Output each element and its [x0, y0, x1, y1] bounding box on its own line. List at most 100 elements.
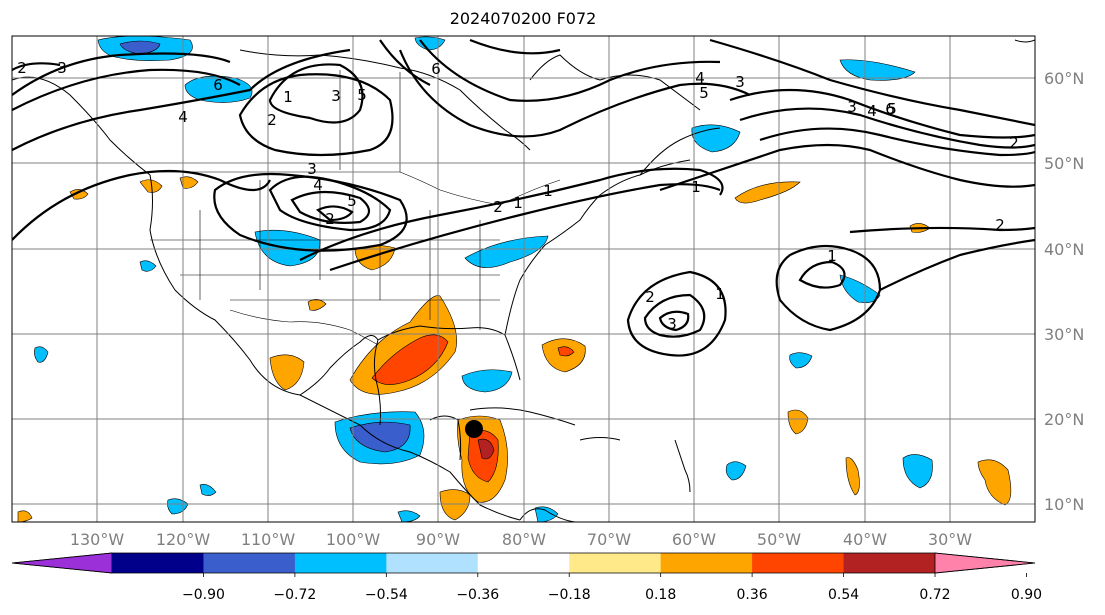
colorbar-tick-label: 0.36 — [737, 587, 768, 603]
anomaly-cool-region — [461, 369, 513, 393]
map-border — [11, 35, 1036, 523]
latitude-label: 60°N — [1044, 69, 1084, 88]
colorbar-tick-label: −0.54 — [365, 587, 408, 603]
anomaly-warm-region — [439, 489, 471, 521]
political-borders — [150, 70, 561, 346]
contour-label: 1 — [513, 194, 523, 212]
longitude-label: 130°W — [70, 530, 125, 549]
anomaly-warm-region — [139, 179, 163, 193]
colorbar-swatch — [386, 553, 479, 573]
latitude-label: 10°N — [1044, 495, 1084, 514]
colorbar-tick-label: 0.90 — [1011, 587, 1042, 603]
contour-label: 1 — [543, 182, 553, 200]
longitude-label: 90°W — [416, 530, 460, 549]
longitude-label: 70°W — [587, 530, 631, 549]
longitude-label: 30°W — [928, 530, 972, 549]
contour-label: 2 — [267, 111, 277, 129]
anomaly-cool-region — [902, 454, 933, 489]
contour-label: 2 — [1009, 134, 1019, 152]
colorbar-tick-label: 0.72 — [919, 587, 950, 603]
colorbar-tick-label: 0.18 — [645, 587, 676, 603]
colorbar-extend-high — [934, 552, 1036, 574]
contour-lines — [12, 38, 1035, 357]
anomaly-cool-region — [119, 40, 161, 55]
contour-label: 6 — [213, 76, 223, 94]
colorbar-swatch — [294, 553, 387, 573]
colorbar-tick-label: −0.36 — [456, 587, 499, 603]
latitude-label: 50°N — [1044, 154, 1084, 173]
longitude-labels: 130°W 120°W 110°W 100°W 90°W 80°W 70°W 60°W 50°W… — [70, 530, 972, 549]
anomaly-warm-region — [477, 438, 495, 460]
storm-center-marker — [465, 420, 483, 438]
anomaly-warm-region — [977, 459, 1012, 506]
colorbar-tick-label: 0.54 — [828, 587, 859, 603]
contour-label: 3 — [331, 87, 341, 105]
contour-label: 1 — [283, 88, 293, 106]
contour-label: 5 — [699, 84, 709, 102]
contour-label: 6 — [885, 100, 895, 118]
anomaly-warm-region — [845, 457, 860, 496]
contour-label: 3 — [667, 315, 677, 333]
longitude-label: 100°W — [326, 530, 381, 549]
colorbar-tick-label: −0.72 — [273, 587, 316, 603]
anomaly-cool-region — [839, 274, 881, 303]
anomaly-cool-region — [789, 352, 813, 369]
colorbar: −0.90 −0.72 −0.54 −0.36 −0.18 0.18 0.36 0.54 0.7… — [11, 552, 1042, 603]
anomaly-warm-region — [307, 299, 327, 311]
contour-label: 3 — [735, 73, 745, 91]
anomaly-cool-region — [139, 260, 157, 272]
longitude-label: 80°W — [502, 530, 546, 549]
colorbar-swatch — [203, 553, 296, 573]
contour-label: 4 — [313, 176, 323, 194]
contour-label: 1 — [827, 247, 837, 265]
map-title: 2024070200 F072 — [449, 9, 597, 28]
contour-label: 1 — [691, 178, 701, 196]
colorbar-swatch — [752, 553, 845, 573]
colorbar-swatch — [843, 553, 936, 573]
latitude-label: 40°N — [1044, 240, 1084, 259]
latitude-label: 30°N — [1044, 325, 1084, 344]
contour-label: 5 — [357, 86, 367, 104]
contour-label: 5 — [887, 100, 897, 118]
coastlines — [12, 39, 1035, 522]
colorbar-swatch — [477, 553, 570, 573]
anomaly-warm-region — [787, 409, 809, 435]
colorbar-tick-label: −0.90 — [182, 587, 225, 603]
contour-label: 1 — [715, 285, 725, 303]
contour-label: 3 — [847, 98, 857, 116]
latitude-labels: 60°N 50°N 40°N 30°N 20°N 10°N — [1044, 69, 1084, 514]
contour-label: 4 — [178, 108, 188, 126]
latitude-label: 20°N — [1044, 410, 1084, 429]
longitude-label: 60°W — [672, 530, 716, 549]
contour-label: 4 — [695, 69, 705, 87]
anomaly-cool-region — [199, 484, 217, 496]
contour-label: 3 — [57, 59, 67, 77]
anomaly-warm-region — [734, 181, 801, 204]
colorbar-swatch — [660, 553, 753, 573]
anomaly-cool-region — [725, 461, 747, 481]
contour-label: 4 — [867, 102, 877, 120]
anomaly-cool-region — [464, 235, 549, 268]
contour-label: 2 — [995, 216, 1005, 234]
contour-label: 2 — [493, 198, 503, 216]
longitude-label: 110°W — [241, 530, 296, 549]
colorbar-outline — [11, 552, 1036, 574]
colorbar-swatch — [569, 553, 662, 573]
longitude-label: 50°W — [757, 530, 801, 549]
colorbar-tick-label: −0.18 — [548, 587, 591, 603]
contour-label: 3 — [307, 160, 317, 178]
anomaly-warm-region — [69, 189, 89, 200]
anomaly-warm-region — [269, 354, 305, 391]
contour-label: 5 — [347, 192, 357, 210]
contour-label: 6 — [431, 60, 441, 78]
anomaly-warm-region — [557, 346, 575, 357]
contour-label: 2 — [645, 288, 655, 306]
anomaly-warm-region — [179, 176, 199, 189]
anomaly-cool-region — [691, 124, 741, 153]
anomaly-warm-region — [349, 295, 457, 395]
contour-label: 2 — [17, 59, 27, 77]
longitude-label: 120°W — [156, 530, 211, 549]
